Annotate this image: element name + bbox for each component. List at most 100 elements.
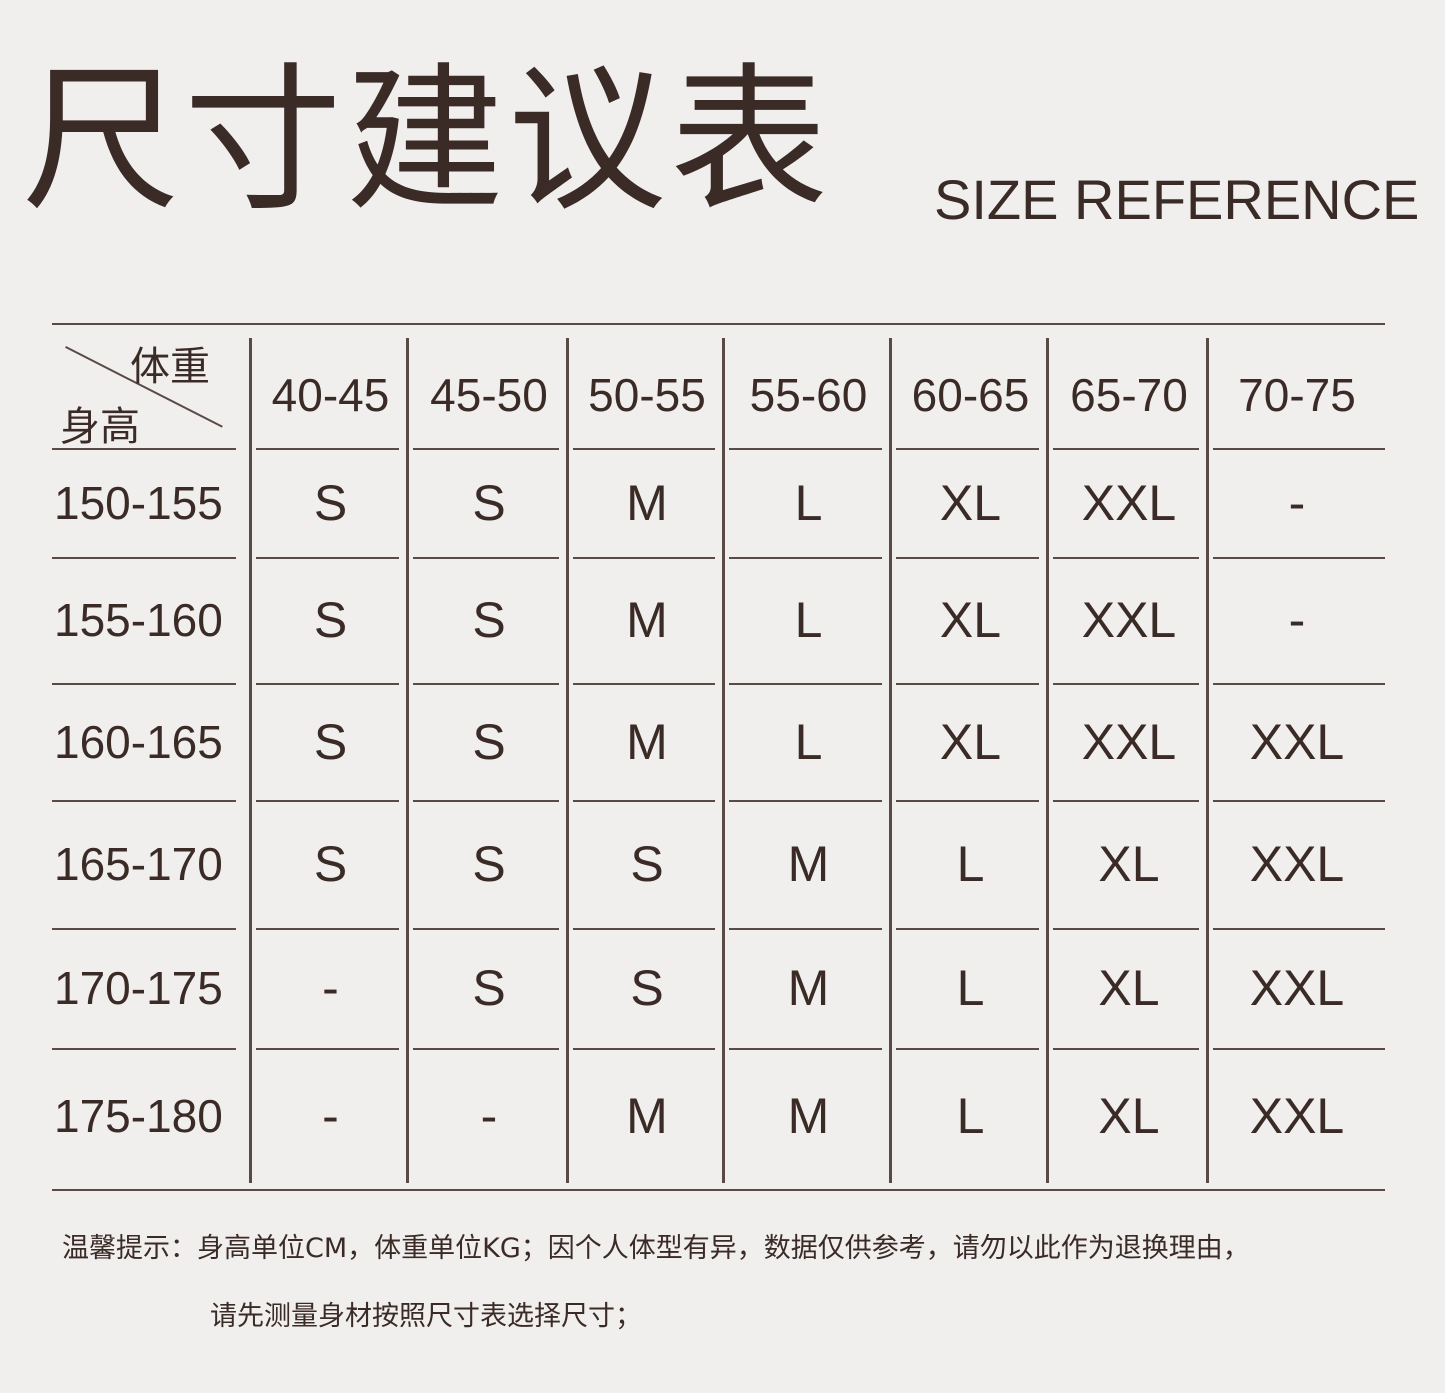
weight-column-header: 70-75 <box>1238 369 1356 421</box>
size-cell: XXL <box>1249 836 1345 892</box>
column-divider <box>406 338 409 1183</box>
column-divider <box>566 338 569 1183</box>
row-divider <box>256 800 399 802</box>
row-divider <box>1213 1048 1385 1050</box>
row-divider <box>896 448 1039 450</box>
row-divider <box>52 800 236 802</box>
row-divider <box>413 448 559 450</box>
height-row-label: 155-160 <box>54 594 223 646</box>
size-cell: S <box>630 960 664 1016</box>
row-divider <box>729 557 882 559</box>
row-divider <box>1213 448 1385 450</box>
row-divider <box>413 557 559 559</box>
weight-column-header: 60-65 <box>911 369 1030 421</box>
row-divider <box>52 1048 236 1050</box>
size-cell: - <box>322 1087 339 1144</box>
size-cell: XL <box>1098 1087 1160 1144</box>
size-cell: L <box>794 592 823 648</box>
row-divider <box>1213 683 1385 685</box>
size-cell: - <box>480 1087 498 1144</box>
height-row-label: 175-180 <box>54 1089 223 1142</box>
row-divider <box>256 1048 399 1050</box>
row-divider <box>729 448 882 450</box>
row-divider <box>573 928 715 930</box>
note-line-2: 请先测量身材按照尺寸表选择尺寸； <box>210 1301 642 1332</box>
corner-height-label: 身高 <box>60 404 140 450</box>
row-divider <box>1213 800 1385 802</box>
size-cell: XXL <box>1249 713 1345 770</box>
row-divider <box>1053 800 1199 802</box>
row-divider <box>52 448 236 450</box>
row-divider <box>52 557 236 559</box>
row-divider <box>413 800 559 802</box>
weight-column-header: 55-60 <box>749 369 868 421</box>
size-cell: S <box>313 836 348 892</box>
size-cell: S <box>472 960 506 1016</box>
row-divider <box>256 928 399 930</box>
row-divider <box>896 1048 1039 1050</box>
row-divider <box>1213 928 1385 930</box>
size-cell: S <box>472 713 506 770</box>
row-divider <box>896 800 1039 802</box>
row-divider <box>1053 557 1199 559</box>
row-divider <box>729 1048 882 1050</box>
size-cell: M <box>626 474 668 531</box>
page-title: 尺寸建议表 <box>22 49 832 233</box>
column-divider <box>1046 338 1049 1183</box>
height-row-label: 150-155 <box>54 476 223 529</box>
size-cell: L <box>956 1087 985 1144</box>
row-divider <box>1053 1048 1199 1050</box>
table-bottom-rule <box>52 1189 1385 1191</box>
size-cell: M <box>787 836 830 892</box>
size-cell: XL <box>1098 836 1160 892</box>
row-divider <box>573 1048 715 1050</box>
size-cell: L <box>794 713 823 770</box>
row-divider <box>729 683 882 685</box>
size-cell: - <box>1288 474 1306 531</box>
size-cell: M <box>626 713 668 770</box>
row-divider <box>52 683 236 685</box>
size-cell: XXL <box>1081 592 1177 648</box>
row-divider <box>1053 683 1199 685</box>
weight-column-header: 40-45 <box>271 369 390 421</box>
row-divider <box>413 683 559 685</box>
size-cell: S <box>472 836 506 892</box>
column-divider <box>1206 338 1209 1183</box>
size-cell: L <box>794 474 823 531</box>
corner-weight-label: 体重 <box>130 344 210 390</box>
size-cell: S <box>313 713 348 770</box>
row-divider <box>413 1048 559 1050</box>
row-divider <box>729 928 882 930</box>
row-divider <box>573 800 715 802</box>
size-cell: - <box>322 960 339 1016</box>
row-divider <box>573 557 715 559</box>
size-cell: XXL <box>1249 1087 1345 1144</box>
column-divider <box>722 338 725 1183</box>
row-divider <box>573 448 715 450</box>
row-divider <box>573 683 715 685</box>
size-cell: L <box>956 960 985 1016</box>
row-divider <box>52 928 236 930</box>
row-divider <box>256 683 399 685</box>
size-cell: S <box>472 474 506 531</box>
row-divider <box>413 928 559 930</box>
size-cell: XL <box>1098 960 1160 1016</box>
size-cell: XXL <box>1081 474 1177 531</box>
size-cell: XL <box>939 474 1002 531</box>
row-divider <box>729 800 882 802</box>
size-cell: M <box>626 592 668 648</box>
row-divider <box>256 557 399 559</box>
size-cell: XXL <box>1081 713 1177 770</box>
weight-column-header: 65-70 <box>1070 369 1188 421</box>
size-cell: S <box>630 836 664 892</box>
row-divider <box>256 448 399 450</box>
size-cell: S <box>313 474 348 531</box>
size-cell: S <box>472 592 506 648</box>
row-divider <box>896 928 1039 930</box>
size-cell: XXL <box>1249 960 1345 1016</box>
row-divider <box>1213 557 1385 559</box>
row-divider <box>1053 448 1199 450</box>
page-subtitle: SIZE REFERENCE <box>934 168 1420 231</box>
size-cell: M <box>626 1087 668 1144</box>
size-cell: M <box>787 1087 830 1144</box>
